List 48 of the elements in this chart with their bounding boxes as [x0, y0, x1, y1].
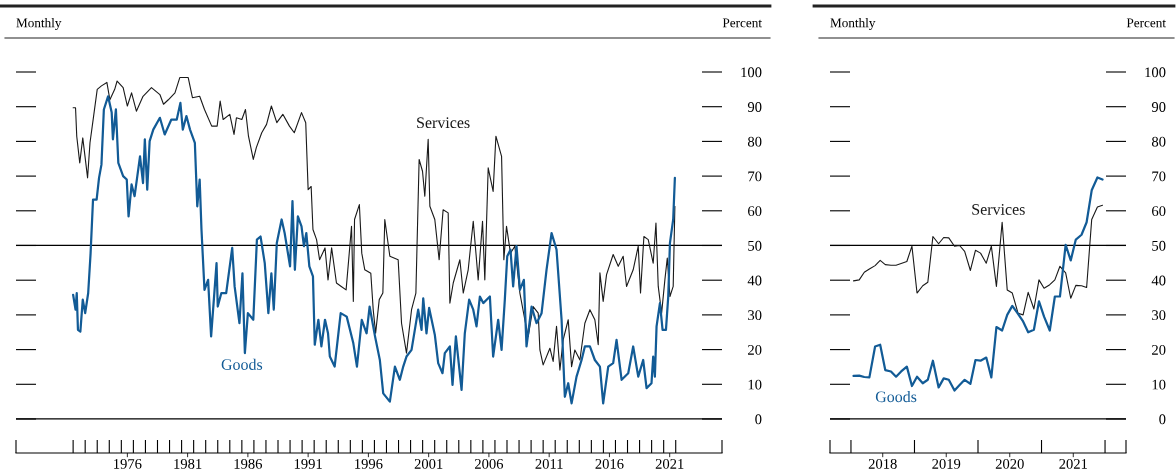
y-tick-label: 50 — [748, 240, 762, 251]
x-tick-label: 1986 — [234, 458, 263, 469]
series-label: Goods — [875, 390, 917, 403]
y-axis-title: Percent — [722, 18, 762, 28]
y-tick-label: 40 — [747, 275, 762, 286]
y-tick-label: 20 — [1152, 344, 1166, 355]
y-axis-title: Percent — [1126, 18, 1166, 28]
x-tick-label: 2019 — [932, 458, 961, 469]
y-tick-label: 30 — [1152, 310, 1166, 321]
x-tick-label: 2006 — [474, 458, 504, 469]
y-tick-label: 60 — [1152, 206, 1166, 216]
y-tick-label: 10 — [748, 379, 762, 390]
x-tick-label: 1981 — [174, 458, 202, 469]
line-series — [72, 95, 676, 405]
text: Monthly — [830, 18, 876, 30]
x-tick-label: 1996 — [355, 459, 383, 469]
y-tick-label: 0 — [1159, 414, 1166, 425]
y-tick-label: 40 — [1151, 275, 1166, 286]
y-tick-label: 70 — [748, 171, 762, 182]
y-tick-label: 90 — [747, 102, 762, 112]
y-tick-label: 0 — [755, 414, 762, 425]
x-tick-label: 2016 — [595, 458, 624, 469]
x-tick-label: 2020 — [995, 458, 1024, 469]
x-tick-label: 2001 — [414, 458, 443, 469]
y-tick-label: 100 — [1145, 67, 1166, 78]
y-tick-label: 50 — [1152, 240, 1166, 251]
series-label: Services — [417, 117, 470, 129]
line-series — [852, 204, 1104, 316]
y-tick-label: 80 — [747, 136, 762, 147]
y-tick-label: 70 — [1152, 171, 1166, 182]
series-label: Goods — [221, 358, 263, 370]
y-tick-label: 100 — [741, 67, 762, 78]
y-tick-label: 30 — [748, 310, 762, 321]
y-tick-label: 10 — [1152, 379, 1166, 390]
x-tick-label: 1976 — [114, 459, 142, 469]
x-tick-label: 2021 — [655, 458, 684, 469]
x-tick-label: 2011 — [535, 458, 563, 469]
x-tick-label: 1991 — [294, 459, 322, 469]
line-series — [72, 76, 676, 371]
y-tick-label: 60 — [748, 206, 762, 216]
y-tick-label: 80 — [1151, 136, 1166, 147]
x-tick-label: 2018 — [868, 458, 897, 469]
x-tick-label: 2021 — [1059, 458, 1087, 469]
line-series — [852, 176, 1104, 392]
text: Monthly — [16, 18, 62, 30]
series-label: Services — [972, 204, 1025, 215]
y-tick-label: 20 — [748, 344, 762, 355]
y-tick-label: 90 — [1151, 102, 1166, 112]
